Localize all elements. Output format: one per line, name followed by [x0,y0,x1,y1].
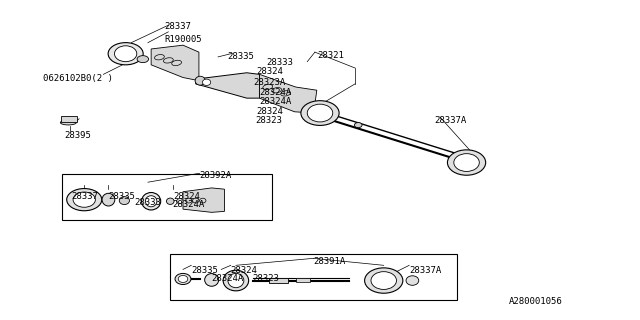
Ellipse shape [200,198,206,203]
Polygon shape [259,74,317,113]
Ellipse shape [73,192,95,207]
Ellipse shape [281,91,291,96]
Text: 28324: 28324 [256,68,283,76]
Ellipse shape [175,273,191,284]
Text: 28391A: 28391A [314,257,346,266]
Ellipse shape [137,56,148,63]
Text: 28323: 28323 [252,274,278,283]
Ellipse shape [223,270,248,291]
Ellipse shape [195,76,205,85]
Ellipse shape [108,43,143,65]
Text: 28324A: 28324A [259,97,292,106]
Text: 0626102B0(2 ): 0626102B0(2 ) [43,74,113,83]
Bar [170,253,457,300]
Ellipse shape [447,150,486,175]
Bar [296,278,310,282]
Text: 28324A: 28324A [172,200,204,209]
Text: 28337A: 28337A [409,266,442,275]
Ellipse shape [178,276,188,283]
Ellipse shape [119,196,129,204]
Ellipse shape [272,88,282,93]
Ellipse shape [371,272,396,289]
Ellipse shape [115,46,137,62]
Ellipse shape [154,54,164,60]
Ellipse shape [202,79,211,85]
Ellipse shape [406,276,419,285]
Polygon shape [183,188,225,212]
Ellipse shape [193,198,199,203]
Text: 28337A: 28337A [435,116,467,124]
Text: 28323: 28323 [255,116,282,124]
Ellipse shape [177,199,183,204]
Text: 28324: 28324 [231,266,258,275]
Text: 28324A: 28324A [212,274,244,283]
Text: 28392A: 28392A [199,171,231,180]
Text: 28333: 28333 [134,198,161,207]
Bar [61,116,77,122]
Ellipse shape [205,274,219,286]
Text: 28324A: 28324A [259,88,292,97]
Text: A280001056: A280001056 [508,297,562,306]
Ellipse shape [172,60,182,66]
Ellipse shape [102,193,115,206]
Ellipse shape [454,154,479,172]
Ellipse shape [186,198,192,203]
Text: 28321: 28321 [317,51,344,60]
Text: 28395: 28395 [64,132,91,140]
Ellipse shape [355,123,362,128]
Text: R190005: R190005 [164,35,202,44]
Ellipse shape [60,120,76,125]
Ellipse shape [145,196,157,207]
Text: 28324: 28324 [173,192,200,201]
Text: 28335: 28335 [191,266,218,275]
Ellipse shape [365,268,403,293]
Ellipse shape [166,198,174,204]
Ellipse shape [228,273,244,288]
Polygon shape [196,73,259,98]
Ellipse shape [301,101,339,125]
Bar [269,278,288,283]
Ellipse shape [163,58,173,63]
Ellipse shape [141,193,161,210]
Ellipse shape [263,84,273,90]
Text: 28335: 28335 [108,192,135,201]
Bar [62,174,272,220]
Text: 28337: 28337 [164,22,191,31]
Text: 28335: 28335 [228,52,255,61]
Text: 28323A: 28323A [253,78,285,87]
Text: 28324: 28324 [256,107,283,116]
Ellipse shape [67,188,102,211]
Text: 28337: 28337 [72,192,99,201]
Polygon shape [151,45,199,81]
Ellipse shape [307,104,333,122]
Text: 28333: 28333 [266,59,292,68]
